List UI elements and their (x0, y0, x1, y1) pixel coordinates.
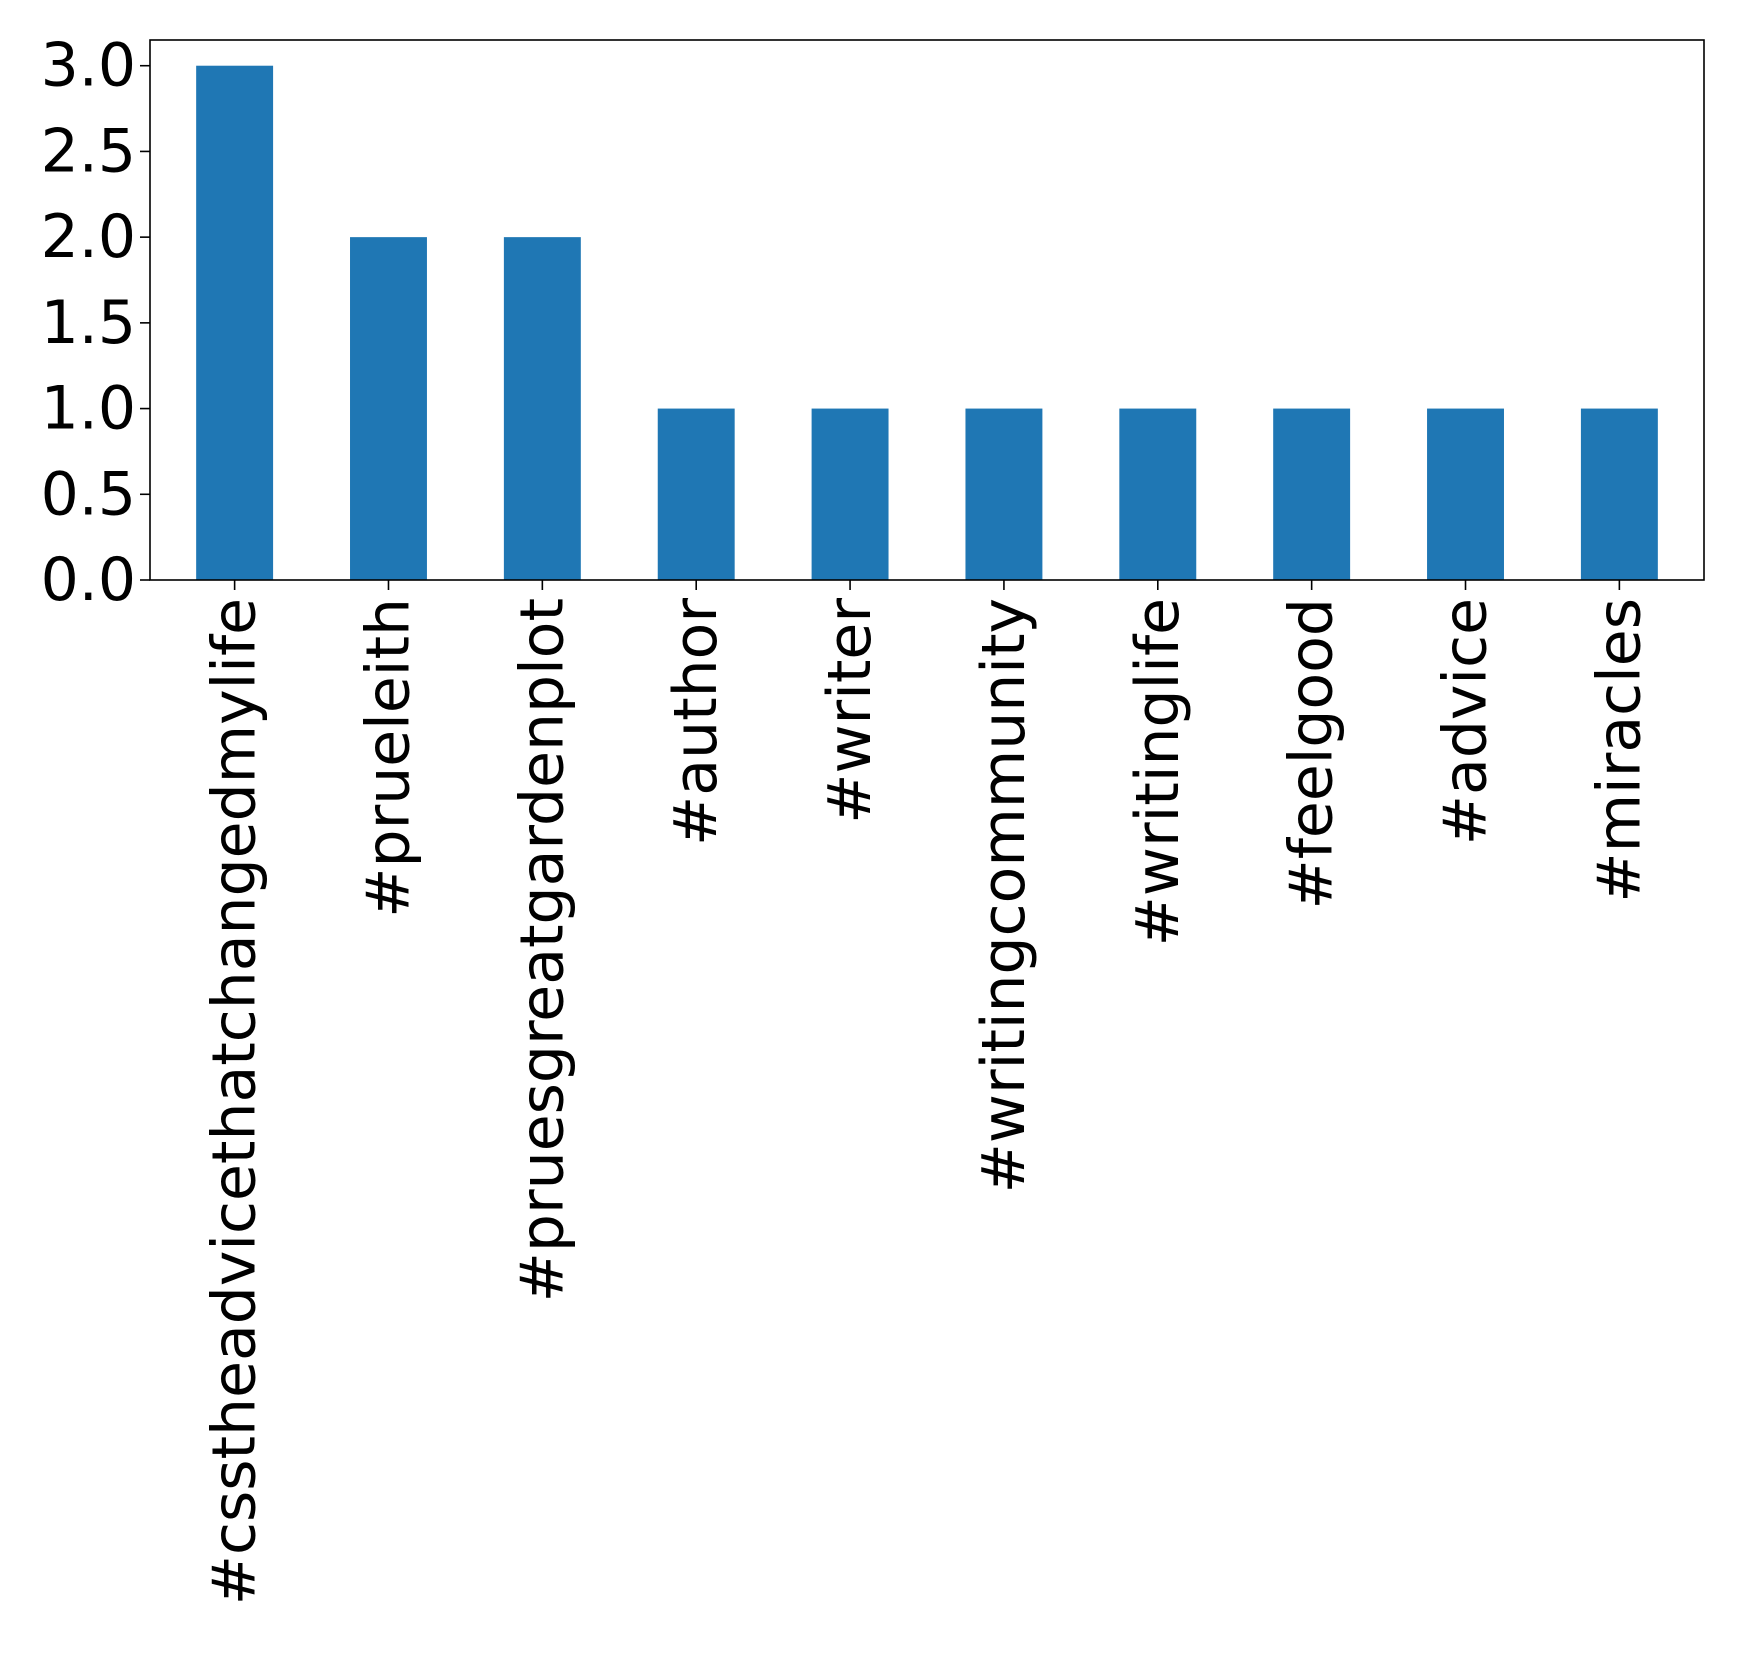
bar-pruesgreatgardenplot (503, 237, 581, 580)
y-tick-label: 2.0 (41, 202, 136, 272)
y-tick-label: 0.5 (41, 459, 136, 529)
bar-writingcommunity (965, 408, 1043, 580)
y-tick-label: 2.5 (41, 116, 136, 186)
bars-group (196, 65, 1658, 580)
bar-writinglife (1119, 408, 1197, 580)
y-tick-label: 1.0 (41, 374, 136, 444)
x-tick-label: #author (661, 598, 731, 846)
bar-advice (1427, 408, 1504, 580)
bar-prueleith (350, 237, 427, 580)
x-tick-label: #feelgood (1277, 598, 1347, 909)
bar-miracles (1580, 408, 1658, 580)
x-tick-label: #miracles (1584, 598, 1654, 903)
bar-author (657, 408, 735, 580)
y-axis: 0.0 0.5 1.0 1.5 2.0 2.5 3.0 (41, 31, 150, 615)
y-tick-label: 0.0 (41, 545, 136, 615)
x-tick-label: #pruesgreatgardenplot (507, 598, 577, 1302)
x-axis: #csstheadvicethatchangedmylife #prueleith… (200, 580, 1654, 1605)
y-tick-label: 1.5 (41, 288, 136, 358)
x-tick-label: #advice (1431, 598, 1501, 845)
x-tick-label: #writer (815, 598, 885, 824)
x-tick-label: #writingcommunity (969, 598, 1039, 1193)
bar-feelgood (1273, 408, 1351, 580)
bar-writer (811, 408, 889, 580)
x-tick-label: #writinglife (1123, 598, 1193, 946)
y-tick-label: 3.0 (41, 31, 136, 101)
x-tick-label: #prueleith (353, 598, 423, 918)
plot-frame (149, 39, 1705, 581)
bar-csstheadvicethatchangedmylife (196, 65, 274, 580)
x-tick-label: #csstheadvicethatchangedmylife (200, 598, 270, 1605)
